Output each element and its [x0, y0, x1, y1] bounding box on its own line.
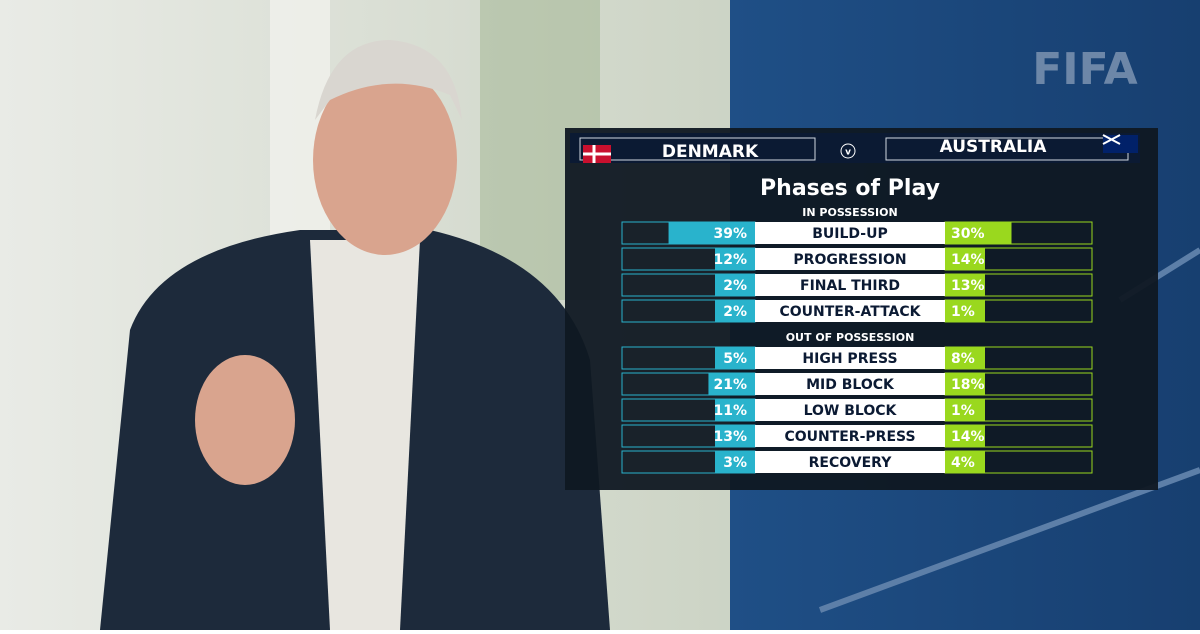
value-label: 3%	[723, 455, 747, 471]
bar	[715, 425, 755, 447]
category-box	[755, 399, 945, 421]
home-box	[579, 137, 816, 161]
category-label: BUILD-UP	[812, 226, 888, 242]
bar	[715, 399, 755, 421]
chart-title: Phases of Play	[760, 176, 940, 201]
versus: v	[845, 148, 851, 158]
value-label: 8%	[951, 351, 975, 367]
category-box	[755, 274, 945, 296]
value-label: 13%	[951, 278, 985, 294]
hand	[195, 355, 295, 485]
value-label: 39%	[713, 226, 747, 242]
value-label: 18%	[951, 377, 985, 393]
bar	[945, 373, 985, 395]
bar	[945, 248, 985, 270]
bar	[715, 274, 755, 296]
flag-cross	[583, 145, 611, 163]
flag-union	[1102, 134, 1121, 145]
logo: FIFA	[1032, 44, 1138, 95]
category-label: HIGH PRESS	[802, 351, 897, 367]
category-box	[755, 347, 945, 369]
value-label: 1%	[951, 304, 975, 320]
value-label: 2%	[723, 278, 747, 294]
category-label: FINAL THIRD	[800, 278, 900, 294]
value-label: 14%	[951, 252, 985, 268]
bar	[715, 347, 755, 369]
category-box	[755, 425, 945, 447]
home-team: DENMARK	[662, 142, 759, 162]
bar	[715, 300, 755, 322]
bar	[668, 222, 755, 244]
bar	[715, 248, 755, 270]
category-box	[755, 373, 945, 395]
bar	[945, 451, 985, 473]
category-label: MID BLOCK	[806, 377, 895, 393]
hair	[315, 40, 462, 120]
bar	[708, 373, 755, 395]
value-label: 2%	[723, 304, 747, 320]
value-label: 1%	[951, 403, 975, 419]
category-box	[755, 451, 945, 473]
category-label: LOW BLOCK	[804, 403, 898, 419]
category-box	[755, 222, 945, 244]
bar	[945, 274, 985, 296]
section-label: IN POSSESSION	[802, 206, 897, 219]
value-label: 14%	[951, 429, 985, 445]
value-label: 11%	[713, 403, 747, 419]
category-label: COUNTER-PRESS	[784, 429, 915, 445]
category-label: COUNTER-ATTACK	[779, 304, 921, 320]
away-team: AUSTRALIA	[940, 137, 1048, 157]
bar	[945, 222, 1012, 244]
shirt	[310, 240, 420, 630]
bar	[945, 399, 985, 421]
bar	[945, 347, 985, 369]
value-label: 5%	[723, 351, 747, 367]
value-label: 12%	[713, 252, 747, 268]
category-box	[755, 300, 945, 322]
category-box	[755, 248, 945, 270]
value-label: 30%	[951, 226, 985, 242]
section-label: OUT OF POSSESSION	[786, 331, 915, 344]
bar	[715, 451, 755, 473]
value-label: 21%	[713, 377, 747, 393]
category-label: RECOVERY	[809, 455, 893, 471]
bar	[945, 300, 985, 322]
versus-badge	[840, 143, 856, 159]
bar	[945, 425, 985, 447]
value-label: 13%	[713, 429, 747, 445]
head	[313, 65, 457, 255]
value-label: 4%	[951, 455, 975, 471]
category-label: PROGRESSION	[793, 252, 906, 268]
